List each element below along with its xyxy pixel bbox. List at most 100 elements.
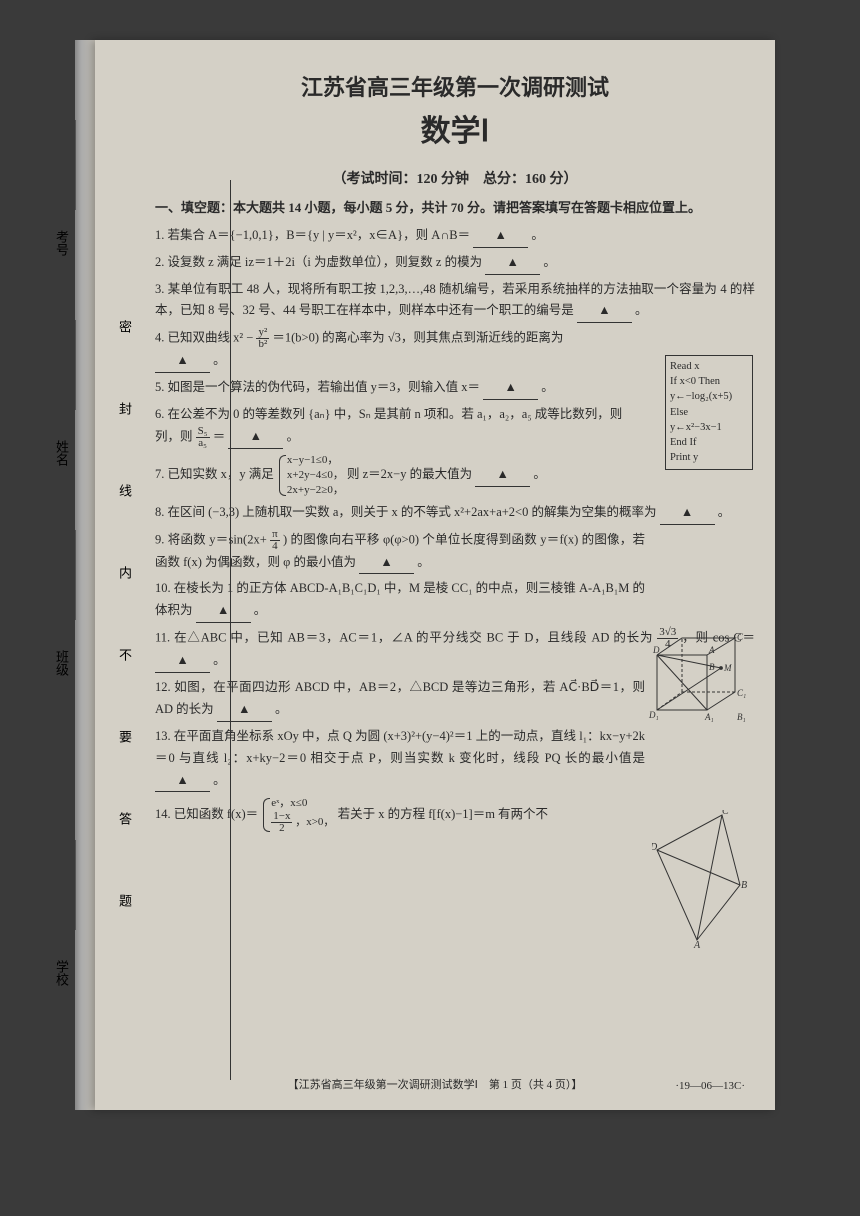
frac-den: 4 [270,541,280,552]
label-D: D [652,842,658,853]
question-13: 13. 在平面直角坐标系 xOy 中，点 Q 为圆 (x+3)²+(y−4)²＝… [155,726,755,793]
code-line: Print y [670,450,748,465]
q9-end: 。 [417,555,430,569]
q10-end: 。 [254,603,267,617]
q3-end: 。 [635,303,648,317]
q7-cond1: x−y−1≤0， [287,453,344,468]
exam-meta: （考试时间：120 分钟 总分：160 分） [155,168,755,188]
exam-page: 江苏省高三年级第一次调研测试 数学Ⅰ （考试时间：120 分钟 总分：160 分… [95,40,775,1110]
margin-banji: 班级 [52,650,71,676]
blank-marker: ▲ [176,773,188,787]
frac-num: π [270,529,280,541]
cube-figure: D A C B D₁ A₁ C₁ B₁ M [647,630,747,722]
q13-text: 13. 在平面直角坐标系 xOy 中，点 Q 为圆 (x+3)²+(y−4)²＝… [155,729,645,765]
q7-end: 。 [533,467,546,481]
blank-marker: ▲ [380,555,392,569]
page-footer-code: ·19—06—13C· [675,1080,745,1092]
page-footer: 【江苏省高三年级第一次调研测试数学Ⅰ 第 1 页（共 4 页）】 [95,1076,775,1092]
seal-line [230,180,231,1080]
blank-marker: ▲ [238,702,250,716]
label-C: C [737,632,744,642]
q13-end: 。 [213,773,226,787]
q6-text-a: 6. 在公差不为 0 的等差数列 {aₙ} 中，Sₙ 是其前 n 项和。若 a₁… [155,407,622,421]
blank-marker: ▲ [507,255,519,269]
blank-marker: ▲ [681,505,693,519]
q3-text: 3. 某单位有职工 48 人，现将所有职工按 1,2,3,…,48 随机编号，若… [155,282,755,318]
q9-text-a: 9. 将函数 y＝sin(2x+ [155,532,267,546]
q11-end: 。 [213,653,226,667]
q5-end: 。 [541,380,554,394]
system-brace: x−y−1≤0， x+2y−4≤0， 2x+y−2≥0， [277,453,344,498]
blank-marker: ▲ [176,353,188,367]
q1-text: 1. 若集合 A＝{−1,0,1}，B＝{y | y＝x²，x∈A}，则 A∩B… [155,228,470,242]
seal-text: 密 封 线 内 不 要 答 题 [115,320,134,935]
q6-text-b: ＝ [213,429,226,443]
q7-cond2: x+2y−4≤0， [287,468,344,483]
code-line: Read x [670,359,748,374]
frac-den: 2 [271,823,292,834]
margin-xingming: 姓名 [52,440,71,466]
blank-marker: ▲ [250,429,262,443]
code-line: y←x²−3x−1 [670,420,748,435]
blank-marker: ▲ [598,303,610,317]
frac-den: a₅ [196,438,210,449]
q5-text: 5. 如图是一个算法的伪代码，若输出值 y＝3，则输入值 x＝ [155,380,480,394]
question-9: 9. 将函数 y＝sin(2x+ π 4 ) 的图像向右平移 φ(φ>0) 个单… [155,529,755,575]
exam-title-line1: 江苏省高三年级第一次调研测试 [155,70,755,102]
fraction-1mx-2: 1−x 2 [271,811,292,834]
q4-text-a: 4. 已知双曲线 x² − [155,331,253,345]
label-A: A [708,645,715,655]
margin-kaohao: 考号 [52,230,71,256]
code-line: Else [670,405,748,420]
blank-marker: ▲ [217,603,229,617]
fraction-y2-b2: y² b² [256,327,269,350]
section-header: 一、填空题：本大题共 14 小题，每小题 5 分，共计 70 分。请把答案填写在… [155,198,755,219]
q1-end: 。 [531,228,544,242]
margin-rule [75,120,76,210]
label-A: A [693,940,701,950]
blank-marker: ▲ [497,467,509,481]
label-M: M [723,663,732,673]
pseudocode-box: Read x If x<0 Then y←−log₂(x+5) Else y←x… [665,355,753,470]
frac-den: b² [256,339,269,350]
q8-end: 。 [718,505,731,519]
rhombus-figure: A B C D [652,810,747,950]
exam-title-line2: 数学Ⅰ [155,106,755,150]
question-3: 3. 某单位有职工 48 人，现将所有职工按 1,2,3,…,48 随机编号，若… [155,279,755,324]
label-B1: B₁ [737,712,746,722]
fraction-s5-a5: S₅ a₅ [196,426,210,449]
fraction-pi-4: π 4 [270,529,280,552]
binding-edge [75,40,95,1110]
q14-text-b: 若关于 x 的方程 f[f(x)−1]＝m 有两个不 [338,807,549,821]
q2-end: 。 [543,255,556,269]
q14-case1: eˣ，x≤0 [271,796,334,811]
code-line: If x<0 Then [670,374,748,389]
q12-end: 。 [275,702,288,716]
margin-rule [75,840,76,930]
label-A1: A₁ [704,712,714,722]
blank-marker: ▲ [176,653,188,667]
margin-rule [75,320,76,410]
q14-case2: 1−x 2 ，x>0， [271,811,334,834]
q2-text: 2. 设复数 z 满足 iz＝1＋2i（i 为虚数单位），则复数 z 的模为 [155,255,482,269]
q14-text-a: 14. 已知函数 f(x)＝ [155,807,258,821]
label-B: B [741,880,747,891]
q14-case2-cond: ，x>0， [295,816,334,828]
question-2: 2. 设复数 z 满足 iz＝1＋2i（i 为虚数单位），则复数 z 的模为 ▲… [155,252,755,275]
code-line: End If [670,435,748,450]
label-C1: C₁ [737,688,746,698]
blank-marker: ▲ [495,228,507,242]
label-C: C [722,810,729,817]
blank-marker: ▲ [504,380,516,394]
label-D: D [652,645,660,655]
question-8: 8. 在区间 (−3,3) 上随机取一实数 a，则关于 x 的不等式 x²+2a… [155,502,755,525]
q7-text-a: 7. 已知实数 x，y 满足 [155,467,274,481]
q7-cond3: 2x+y−2≥0， [287,483,344,498]
question-1: 1. 若集合 A＝{−1,0,1}，B＝{y | y＝x²，x∈A}，则 A∩B… [155,225,755,248]
label-D1: D₁ [648,710,659,720]
label-B: B [709,662,715,672]
piecewise-brace: eˣ，x≤0 1−x 2 ，x>0， [261,796,334,834]
q6-end: 。 [286,429,299,443]
margin-xuexiao: 学校 [52,960,71,986]
q4-text-b: ＝1(b>0) 的离心率为 √3，则其焦点到渐近线的距离为 [272,331,563,345]
